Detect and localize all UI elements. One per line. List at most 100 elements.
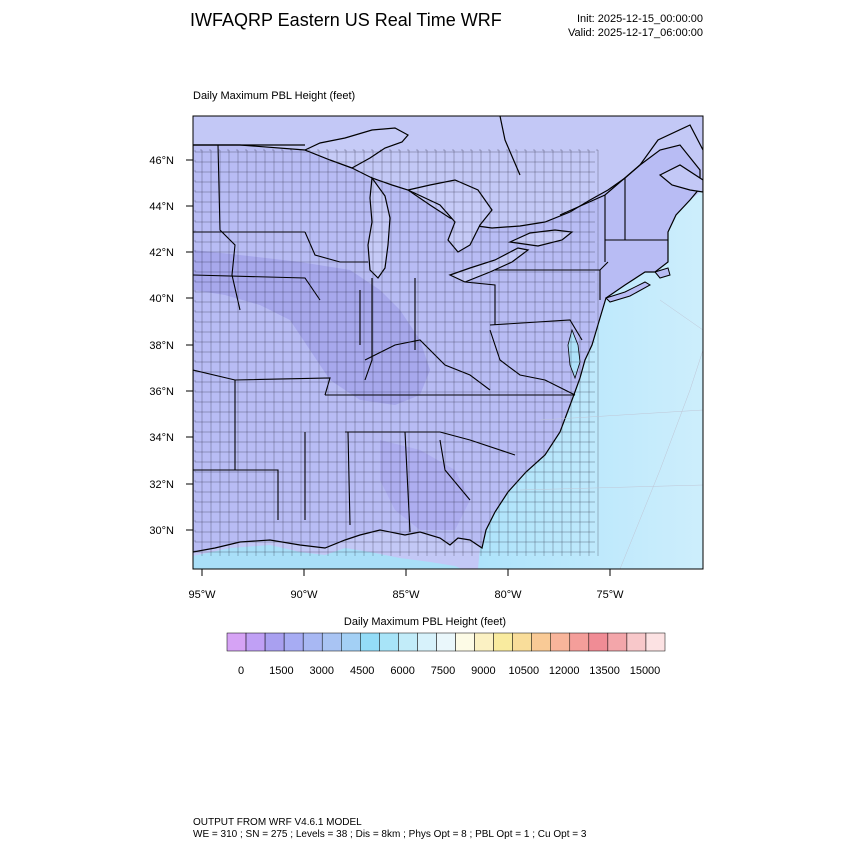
county-line bbox=[194, 170, 595, 173]
county-line bbox=[317, 149, 320, 556]
colorbar-swatch bbox=[398, 632, 418, 652]
county-line bbox=[194, 440, 595, 443]
lon-tick-label: 90°W bbox=[290, 589, 318, 601]
map-area bbox=[193, 116, 703, 569]
county-line bbox=[200, 149, 203, 556]
lake-michigan bbox=[367, 176, 391, 279]
county-line bbox=[533, 149, 536, 556]
county-line bbox=[194, 550, 595, 553]
colorbar-swatch bbox=[550, 632, 571, 652]
colorbar-swatch bbox=[264, 632, 285, 652]
county-line bbox=[236, 149, 239, 556]
county-line bbox=[194, 240, 595, 243]
colorbar-swatch bbox=[379, 632, 399, 652]
county-line bbox=[194, 280, 595, 283]
county-line bbox=[362, 149, 365, 556]
county-line bbox=[407, 149, 410, 556]
county-line bbox=[524, 149, 527, 556]
county-line bbox=[218, 149, 221, 556]
county-line bbox=[299, 149, 302, 556]
county-line bbox=[515, 149, 518, 556]
county-line bbox=[461, 149, 464, 556]
county-line bbox=[194, 380, 595, 383]
colorbar-title: Daily Maximum PBL Height (feet) bbox=[343, 616, 507, 628]
lon-tick-label: 95°W bbox=[188, 589, 216, 601]
county-line bbox=[194, 150, 595, 153]
colorbar-swatch bbox=[436, 632, 456, 652]
ocean-graticule bbox=[519, 299, 703, 569]
county-line bbox=[194, 260, 595, 263]
colorbar-swatch bbox=[626, 632, 647, 652]
county-line bbox=[227, 149, 230, 556]
state-boundaries bbox=[193, 144, 668, 533]
county-line bbox=[194, 300, 595, 303]
lon-tick-label: 85°W bbox=[392, 589, 420, 601]
lat-tick-label: 32°N bbox=[149, 479, 174, 491]
county-line bbox=[194, 540, 595, 543]
colorbar-swatch bbox=[569, 632, 590, 652]
county-line bbox=[335, 149, 338, 556]
footer-config-line: WE = 310 ; SN = 275 ; Levels = 38 ; Dis … bbox=[193, 829, 587, 840]
county-line bbox=[194, 360, 595, 363]
county-line bbox=[380, 149, 383, 556]
gulf-of-mexico bbox=[193, 545, 462, 569]
county-line bbox=[194, 430, 595, 433]
latitude-axis: 46°N 44°N 42°N 40°N 38°N 36°N 34°N 32°N 30°N bbox=[149, 155, 193, 537]
county-line bbox=[194, 160, 595, 163]
county-line bbox=[488, 149, 491, 556]
lake-huron bbox=[406, 179, 493, 253]
county-line bbox=[596, 149, 599, 556]
county-line bbox=[194, 450, 595, 453]
lat-tick-label: 42°N bbox=[149, 247, 174, 259]
lat-tick-label: 44°N bbox=[149, 201, 174, 213]
lon-tick-label: 75°W bbox=[596, 589, 624, 601]
county-line bbox=[506, 149, 509, 556]
panel-title: Daily Maximum PBL Height (feet) bbox=[193, 90, 356, 102]
colorbar-swatch bbox=[226, 632, 247, 652]
county-line bbox=[290, 149, 293, 556]
county-line bbox=[398, 149, 401, 556]
pbl-low-region bbox=[193, 250, 430, 405]
county-line bbox=[443, 149, 446, 556]
colorbar-label: 10500 bbox=[509, 665, 540, 677]
colorbar-swatch bbox=[245, 632, 266, 652]
page-title: IWFAQRP Eastern US Real Time WRF bbox=[190, 10, 502, 30]
lake-erie bbox=[448, 247, 530, 283]
county-line bbox=[245, 149, 248, 556]
long-island bbox=[605, 281, 652, 303]
colorbar-swatch bbox=[645, 632, 666, 652]
lon-tick-label: 80°W bbox=[494, 589, 522, 601]
county-line bbox=[194, 250, 595, 253]
county-line bbox=[551, 149, 554, 556]
lat-tick-label: 38°N bbox=[149, 340, 174, 352]
colorbar-swatch bbox=[588, 632, 609, 652]
county-line bbox=[497, 149, 500, 556]
county-line bbox=[263, 149, 266, 556]
county-line bbox=[194, 410, 595, 413]
init-time-label: Init: 2025-12-15_00:00:00 bbox=[577, 13, 703, 25]
colorbar-swatch bbox=[607, 632, 628, 652]
colorbar-swatch bbox=[341, 632, 361, 652]
county-line bbox=[194, 290, 595, 293]
colorbar-label: 6000 bbox=[390, 665, 414, 677]
map-frame bbox=[192, 115, 704, 570]
canada-border bbox=[193, 116, 703, 216]
county-line bbox=[194, 180, 595, 183]
county-line bbox=[209, 149, 212, 556]
county-line bbox=[194, 530, 595, 533]
county-line bbox=[194, 230, 595, 233]
county-line bbox=[194, 490, 595, 493]
county-line bbox=[194, 460, 595, 463]
colorbar-label: 12000 bbox=[549, 665, 580, 677]
county-line bbox=[194, 200, 595, 203]
county-line bbox=[194, 480, 595, 483]
county-line bbox=[194, 390, 595, 393]
valid-time-label: Valid: 2025-12-17_06:00:00 bbox=[568, 27, 703, 39]
lake-superior bbox=[303, 127, 409, 169]
county-line bbox=[587, 149, 590, 556]
county-line bbox=[194, 220, 595, 223]
lat-tick-label: 40°N bbox=[149, 293, 174, 305]
county-line bbox=[560, 149, 563, 556]
county-line bbox=[194, 500, 595, 503]
